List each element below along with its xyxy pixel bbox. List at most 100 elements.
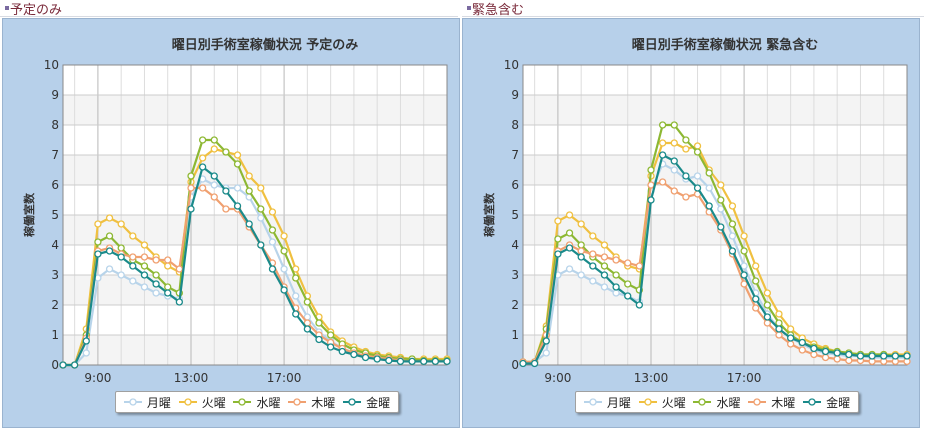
data-point xyxy=(763,319,772,327)
data-point xyxy=(705,184,713,192)
y-tick-label: 1 xyxy=(511,328,519,342)
y-axis-label: 稼働室数 xyxy=(22,192,36,237)
legend-marker-dot xyxy=(348,398,356,406)
x-tick-label: 17:00 xyxy=(727,371,762,385)
data-point xyxy=(245,187,253,195)
data-point xyxy=(856,352,865,360)
data-point xyxy=(728,202,737,210)
legend-item[interactable]: 月曜 xyxy=(583,394,631,411)
data-point xyxy=(233,151,242,159)
bullet-square-icon xyxy=(5,6,9,10)
chart-title: 曜日別手術室稼働状況 予定のみ xyxy=(172,37,359,53)
data-point xyxy=(670,139,678,147)
data-point xyxy=(129,253,137,261)
data-point xyxy=(117,220,125,228)
data-point xyxy=(117,253,125,261)
data-point xyxy=(257,184,265,192)
data-point xyxy=(326,331,335,339)
data-point xyxy=(268,265,277,273)
data-point xyxy=(752,262,760,270)
chart-canvas: 曜日別手術室稼働状況 予定のみ 0 1 2 3 4 5 6 7 8 9 10 9:00 13:00 17:0… xyxy=(22,37,451,385)
y-tick-label: 5 xyxy=(51,208,59,222)
legend-label: 水曜 xyxy=(256,395,281,410)
data-point xyxy=(187,172,195,180)
legend-item[interactable]: 月曜 xyxy=(123,394,171,411)
legend-marker-dot xyxy=(589,398,597,406)
legend-marker-dot xyxy=(238,398,247,406)
legend-item[interactable]: 金曜 xyxy=(803,394,850,411)
legend-marker-icon xyxy=(288,398,307,406)
legend-marker-icon xyxy=(748,398,767,406)
legend-marker-icon xyxy=(123,398,142,406)
data-point xyxy=(577,241,585,249)
legend-marker-dot xyxy=(644,398,652,406)
data-point xyxy=(845,356,853,365)
data-point xyxy=(350,350,358,359)
legend-item[interactable]: 水曜 xyxy=(693,394,741,411)
data-point xyxy=(647,166,655,174)
series-line xyxy=(523,153,907,365)
data-point xyxy=(140,271,149,279)
data-point xyxy=(658,178,667,186)
data-point xyxy=(740,247,748,255)
plot-band xyxy=(523,275,907,305)
data-point xyxy=(105,214,114,222)
data-point xyxy=(728,232,737,240)
data-point xyxy=(717,223,725,231)
data-point xyxy=(670,187,678,195)
legend-item[interactable]: 火曜 xyxy=(178,394,226,411)
data-point xyxy=(624,259,632,267)
data-point xyxy=(338,347,346,356)
legend-label: 水曜 xyxy=(716,395,741,410)
data-point xyxy=(705,169,713,177)
data-point xyxy=(565,244,574,252)
chart-panel-scheduled: 曜日別手術室稼働状況 予定のみ 0 1 2 3 4 5 6 7 8 9 10 9:00 13:00 17:0… xyxy=(2,18,460,428)
plot-band xyxy=(63,65,447,95)
data-point xyxy=(670,166,678,174)
data-point xyxy=(589,232,597,240)
data-point xyxy=(257,214,265,222)
data-point xyxy=(612,256,620,264)
y-tick-label: 8 xyxy=(51,118,59,132)
data-point xyxy=(245,172,253,180)
legend-item[interactable]: 水曜 xyxy=(233,394,281,411)
plot-band xyxy=(523,155,907,185)
data-point xyxy=(280,265,288,273)
legend-item[interactable]: 金曜 xyxy=(343,394,390,411)
y-axis-label: 稼働室数 xyxy=(482,192,496,237)
data-point xyxy=(763,301,772,309)
data-point xyxy=(326,343,335,351)
data-point xyxy=(775,331,783,339)
section-header-label: 予定のみ xyxy=(10,2,63,18)
data-point xyxy=(589,250,597,258)
data-point xyxy=(728,220,737,228)
y-tick-label: 4 xyxy=(51,238,59,252)
y-tick-label: 3 xyxy=(511,268,519,282)
chart-legend[interactable]: 月曜 火曜 水曜 木曜 金曜 xyxy=(575,391,859,413)
data-point xyxy=(624,280,632,288)
chart-legend[interactable]: 月曜 火曜 水曜 木曜 金曜 xyxy=(115,391,399,413)
y-tick-label: 10 xyxy=(504,58,519,72)
data-point xyxy=(565,265,574,273)
plot-band xyxy=(63,305,447,335)
data-point xyxy=(373,355,381,363)
y-tick-label: 7 xyxy=(51,148,59,162)
data-point xyxy=(105,265,114,273)
legend-label: 火曜 xyxy=(661,395,686,410)
data-point xyxy=(408,357,416,366)
data-point xyxy=(705,202,713,210)
data-point xyxy=(396,357,405,366)
y-tick-label: 1 xyxy=(51,328,59,342)
chart-title: 曜日別手術室稼働状況 緊急含む xyxy=(632,37,819,53)
legend-item[interactable]: 木曜 xyxy=(748,394,795,411)
legend-item[interactable]: 木曜 xyxy=(288,394,335,411)
data-point xyxy=(530,359,539,368)
data-point xyxy=(647,181,655,189)
bullet-square-icon xyxy=(467,6,471,10)
plot-band xyxy=(63,215,447,245)
y-tick-label: 4 xyxy=(511,238,519,252)
plot-border xyxy=(62,64,448,366)
section-header-scheduled: 予定のみ xyxy=(0,0,63,18)
y-tick-label: 6 xyxy=(51,178,59,192)
legend-item[interactable]: 火曜 xyxy=(638,394,686,411)
